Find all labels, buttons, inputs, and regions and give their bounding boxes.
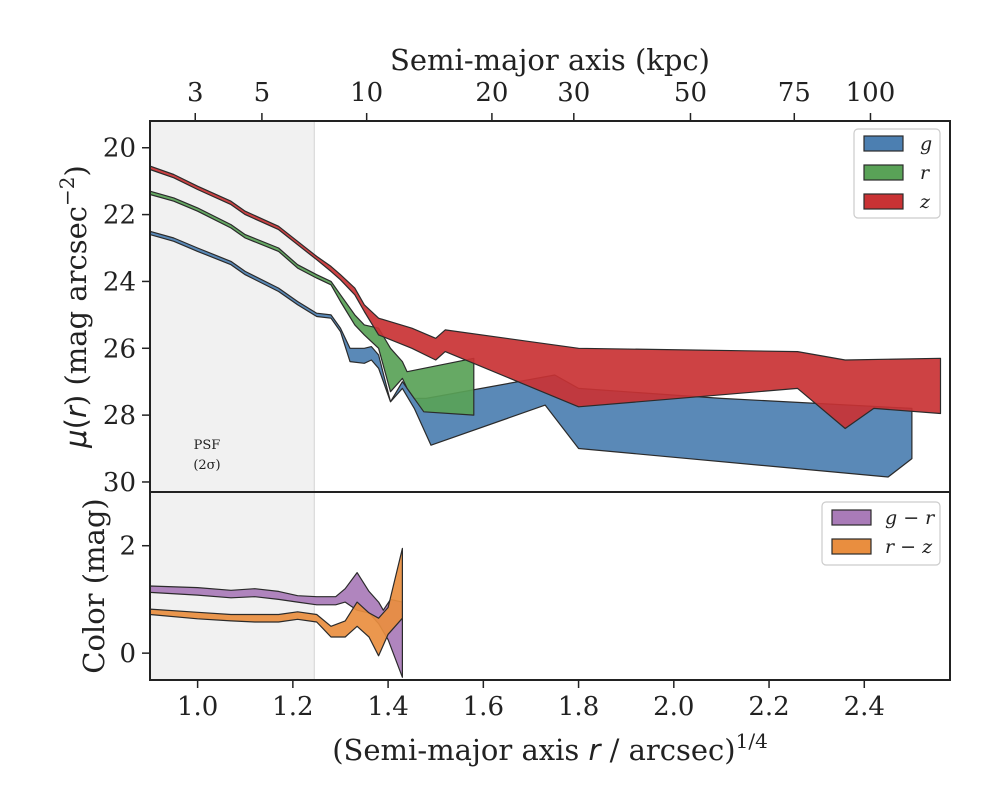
legend-swatch-z xyxy=(863,193,904,210)
band-color-1 xyxy=(149,547,403,657)
legend-label-r: r xyxy=(920,162,931,184)
bottom-axes-frame xyxy=(149,491,951,681)
xtick-label: 1.4 xyxy=(367,692,408,722)
ytick-label: 22 xyxy=(103,201,136,231)
legend-swatch-r xyxy=(863,164,904,181)
legend-swatch-g xyxy=(863,135,904,152)
xtick-label: 2.4 xyxy=(844,692,885,722)
top-xtick-label: 50 xyxy=(674,78,707,108)
top-xtick-label: 20 xyxy=(475,78,508,108)
ytick-label: 2 xyxy=(119,532,136,562)
legend-label-color-1: r − z xyxy=(885,536,933,558)
band-g xyxy=(149,230,913,478)
top-xlabel: Semi-major axis (kpc) xyxy=(390,43,710,77)
band-z xyxy=(149,165,942,430)
top-xtick-label: 10 xyxy=(350,78,383,108)
ylabel: μ(r) (mag arcsec−2) xyxy=(55,165,93,449)
legend-label-color-0: g − r xyxy=(885,507,936,529)
legend-swatch-color-1 xyxy=(831,538,872,555)
xtick-label: 2.2 xyxy=(748,692,789,722)
top-xtick-label: 100 xyxy=(846,78,896,108)
color-ylabel: Color (mag) xyxy=(77,498,111,673)
top-xtick-label: 30 xyxy=(557,78,590,108)
xtick-label: 1.8 xyxy=(558,692,599,722)
xtick-label: 1.6 xyxy=(463,692,504,722)
ytick-label: 24 xyxy=(103,267,136,297)
legend-label-z: z xyxy=(919,191,931,213)
ytick-label: 30 xyxy=(103,468,136,498)
xtick-label: 1.0 xyxy=(177,692,218,722)
top-xtick-label: 75 xyxy=(778,78,811,108)
xtick-label: 1.2 xyxy=(272,692,313,722)
top-xtick-label: 3 xyxy=(187,78,204,108)
ytick-label: 28 xyxy=(103,401,136,431)
band-r xyxy=(149,190,475,416)
ytick-label: 20 xyxy=(103,134,136,164)
top-xtick-label: 5 xyxy=(254,78,271,108)
xtick-label: 2.0 xyxy=(653,692,694,722)
band-color-0 xyxy=(149,571,403,678)
psf-label-sigma: (2σ) xyxy=(193,458,220,473)
xlabel: (Semi-major axis r / arcsec)1/4 xyxy=(332,729,768,767)
legend-swatch-color-0 xyxy=(831,509,872,526)
legend-label-g: g xyxy=(920,133,932,155)
ytick-label: 26 xyxy=(103,334,136,364)
ytick-label: 0 xyxy=(119,639,136,669)
psf-label: PSF xyxy=(194,438,221,453)
